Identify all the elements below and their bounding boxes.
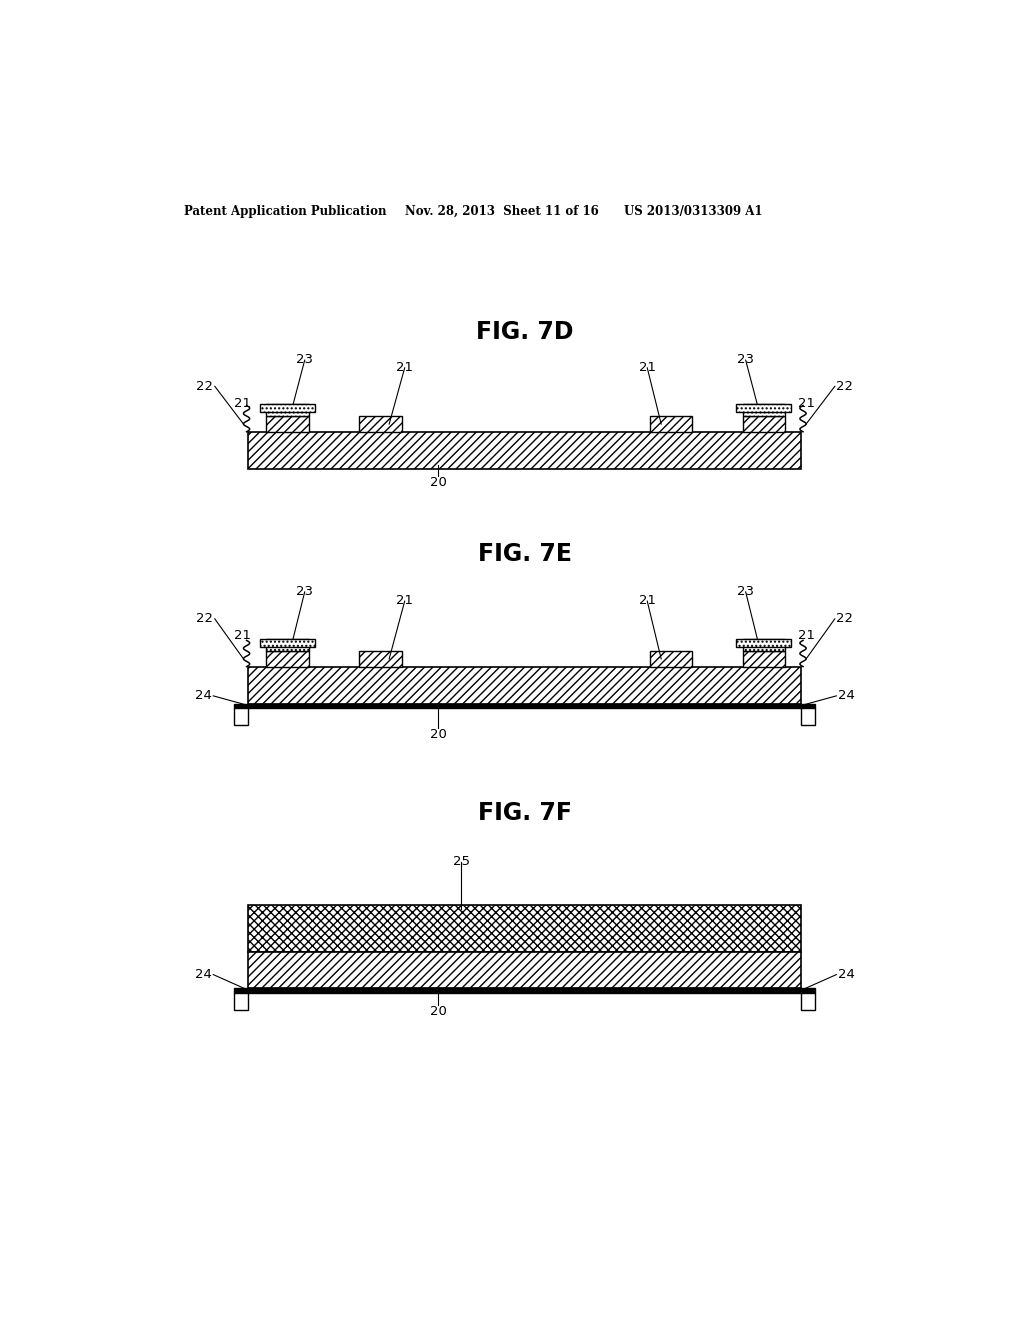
Text: 21: 21 bbox=[396, 594, 413, 607]
Text: 24: 24 bbox=[195, 968, 212, 981]
Text: 20: 20 bbox=[429, 729, 446, 742]
Text: FIG. 7F: FIG. 7F bbox=[478, 801, 571, 825]
Bar bbox=[742, 639, 785, 651]
Bar bbox=[248, 906, 802, 952]
Bar bbox=[266, 404, 308, 416]
Text: 21: 21 bbox=[234, 630, 251, 643]
Text: 24: 24 bbox=[838, 968, 855, 981]
Bar bbox=[359, 416, 401, 432]
Text: FIG. 7E: FIG. 7E bbox=[478, 543, 571, 566]
Bar bbox=[266, 416, 308, 432]
Text: 23: 23 bbox=[296, 585, 313, 598]
Text: 22: 22 bbox=[837, 612, 853, 626]
Bar bbox=[266, 651, 308, 667]
Bar bbox=[234, 704, 815, 708]
Bar bbox=[802, 993, 815, 1010]
Bar bbox=[248, 432, 802, 469]
Text: 21: 21 bbox=[639, 360, 655, 374]
Bar bbox=[234, 708, 248, 725]
Bar bbox=[742, 404, 785, 416]
Text: 23: 23 bbox=[737, 585, 754, 598]
Text: 23: 23 bbox=[737, 354, 754, 366]
Bar bbox=[359, 651, 401, 667]
Text: Nov. 28, 2013  Sheet 11 of 16: Nov. 28, 2013 Sheet 11 of 16 bbox=[406, 205, 599, 218]
Bar bbox=[248, 952, 802, 989]
Bar bbox=[234, 989, 815, 993]
Text: 21: 21 bbox=[396, 360, 413, 374]
Text: 22: 22 bbox=[197, 612, 213, 626]
Text: 24: 24 bbox=[838, 689, 855, 702]
Text: 21: 21 bbox=[799, 630, 815, 643]
Bar bbox=[802, 708, 815, 725]
Bar bbox=[266, 639, 308, 651]
Bar bbox=[742, 651, 785, 667]
Text: 20: 20 bbox=[429, 1006, 446, 1019]
Bar bbox=[736, 639, 792, 647]
Text: 21: 21 bbox=[799, 397, 815, 409]
Bar bbox=[260, 639, 314, 647]
Text: US 2013/0313309 A1: US 2013/0313309 A1 bbox=[624, 205, 763, 218]
Bar bbox=[649, 416, 692, 432]
Text: 20: 20 bbox=[429, 477, 446, 490]
Text: 22: 22 bbox=[197, 380, 213, 393]
Text: 21: 21 bbox=[234, 397, 251, 409]
Bar bbox=[248, 667, 802, 704]
Text: 25: 25 bbox=[453, 855, 470, 869]
Text: 22: 22 bbox=[837, 380, 853, 393]
Bar bbox=[742, 416, 785, 432]
Text: 21: 21 bbox=[639, 594, 655, 607]
Bar bbox=[260, 404, 314, 412]
Text: 23: 23 bbox=[296, 354, 313, 366]
Text: 24: 24 bbox=[195, 689, 212, 702]
Bar bbox=[736, 404, 792, 412]
Text: Patent Application Publication: Patent Application Publication bbox=[183, 205, 386, 218]
Text: FIG. 7D: FIG. 7D bbox=[476, 321, 573, 345]
Bar bbox=[649, 651, 692, 667]
Bar bbox=[234, 993, 248, 1010]
